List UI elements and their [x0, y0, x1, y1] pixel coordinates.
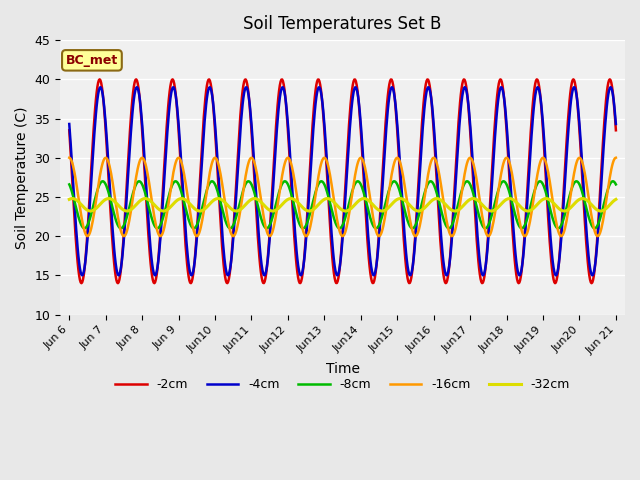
- -8cm: [612, 181, 620, 187]
- Line: -32cm: -32cm: [69, 199, 616, 211]
- -4cm: [426, 86, 433, 92]
- -32cm: [597, 208, 605, 214]
- -8cm: [76, 216, 83, 222]
- -2cm: [410, 254, 417, 260]
- -8cm: [132, 181, 140, 187]
- -8cm: [217, 200, 225, 205]
- -8cm: [188, 224, 195, 229]
- -32cm: [426, 200, 433, 205]
- Line: -4cm: -4cm: [69, 87, 616, 276]
- -4cm: [410, 256, 417, 262]
- -4cm: [132, 85, 140, 91]
- -16cm: [65, 155, 73, 161]
- Title: Soil Temperatures Set B: Soil Temperatures Set B: [243, 15, 442, 33]
- -2cm: [132, 76, 140, 82]
- -8cm: [609, 179, 617, 184]
- -16cm: [612, 155, 620, 161]
- -8cm: [410, 225, 417, 231]
- -16cm: [132, 174, 140, 180]
- -2cm: [65, 127, 73, 133]
- -2cm: [426, 83, 433, 88]
- -4cm: [188, 273, 195, 278]
- -16cm: [188, 219, 195, 225]
- -8cm: [426, 179, 433, 184]
- -32cm: [76, 200, 84, 206]
- -16cm: [76, 199, 83, 205]
- -4cm: [76, 260, 83, 266]
- Line: -8cm: -8cm: [69, 181, 616, 228]
- Legend: -2cm, -4cm, -8cm, -16cm, -32cm: -2cm, -4cm, -8cm, -16cm, -32cm: [110, 373, 575, 396]
- -4cm: [607, 84, 614, 90]
- -2cm: [77, 280, 85, 286]
- -2cm: [188, 279, 195, 285]
- -32cm: [217, 196, 225, 202]
- -16cm: [410, 231, 417, 237]
- -8cm: [65, 181, 73, 187]
- -32cm: [410, 206, 417, 212]
- -8cm: [81, 226, 88, 231]
- Line: -2cm: -2cm: [69, 79, 616, 283]
- -32cm: [132, 202, 140, 207]
- -16cm: [217, 171, 225, 177]
- -4cm: [612, 121, 620, 127]
- -16cm: [84, 233, 92, 239]
- -16cm: [426, 164, 433, 170]
- -2cm: [606, 76, 614, 82]
- -4cm: [65, 121, 73, 127]
- -32cm: [65, 196, 73, 202]
- X-axis label: Time: Time: [326, 362, 360, 376]
- -2cm: [217, 221, 225, 227]
- -2cm: [612, 127, 620, 133]
- Y-axis label: Soil Temperature (C): Soil Temperature (C): [15, 106, 29, 249]
- -32cm: [68, 196, 76, 202]
- -2cm: [76, 273, 83, 278]
- -32cm: [612, 196, 620, 202]
- -32cm: [188, 203, 195, 209]
- Text: BC_met: BC_met: [66, 54, 118, 67]
- -4cm: [217, 206, 225, 212]
- -4cm: [78, 273, 86, 278]
- Line: -16cm: -16cm: [69, 158, 616, 236]
